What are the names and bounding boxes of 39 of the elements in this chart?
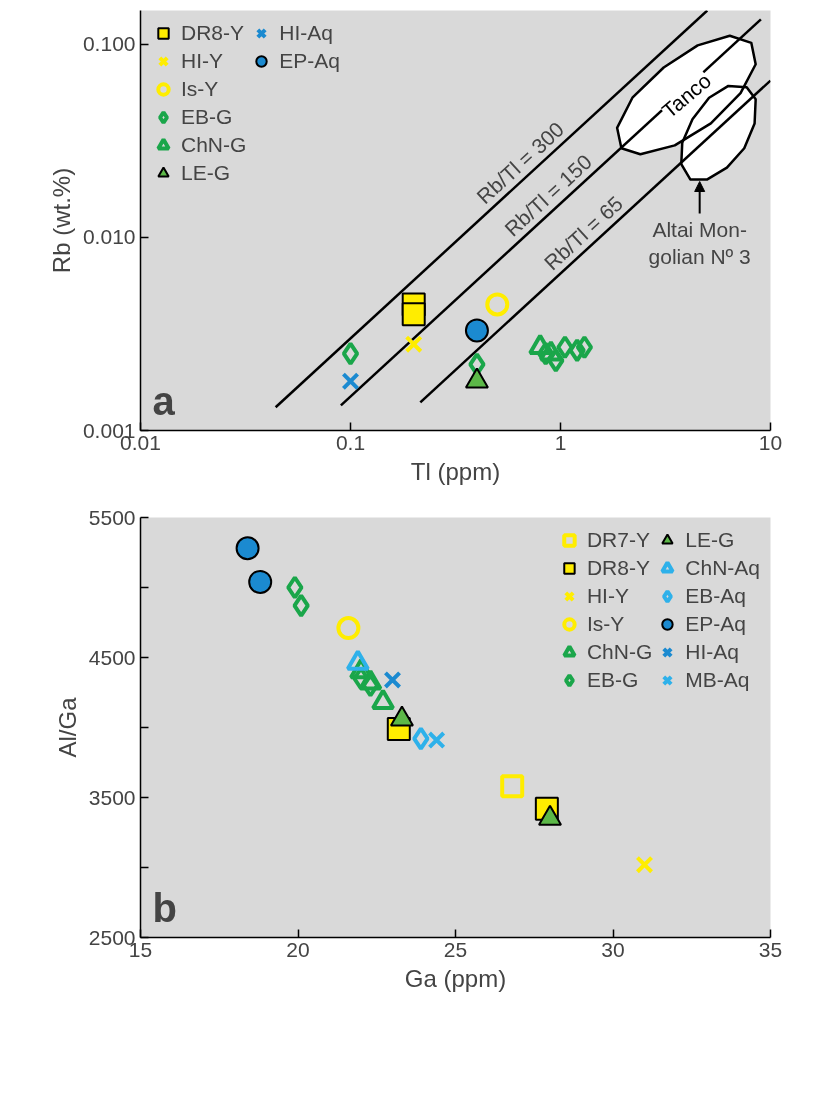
legend-label: MB-Aq xyxy=(685,668,750,692)
y-tick-label: 0.010 xyxy=(82,225,136,249)
annotation: Altai Mon- golian Nº 3 xyxy=(648,217,751,269)
y-tick-label: 3500 xyxy=(88,785,136,809)
legend-label: ChN-G xyxy=(181,133,247,157)
legend-label: HI-Y xyxy=(586,584,629,608)
x-axis-title: Ga (ppm) xyxy=(404,964,507,992)
annotation: a xyxy=(152,378,176,423)
x-tick-label: 20 xyxy=(286,937,310,961)
x-axis-title: Tl (ppm) xyxy=(410,457,501,485)
x-tick-label: 10 xyxy=(758,430,783,454)
legend-label: ChN-G xyxy=(586,640,653,664)
legend-label: LE-G xyxy=(685,528,735,552)
legend-label: HI-Aq xyxy=(279,21,334,45)
x-tick-label: 0.1 xyxy=(335,430,366,454)
legend-label: EB-G xyxy=(586,668,639,692)
legend-label: DR7-Y xyxy=(586,528,650,552)
x-tick-label: 1 xyxy=(554,430,567,454)
y-tick-label: 0.100 xyxy=(82,32,136,56)
x-tick-label: 25 xyxy=(443,937,468,961)
legend-label: Is-Y xyxy=(586,612,625,636)
legend-label: EB-Aq xyxy=(685,584,746,608)
y-axis-title: Rb (wt.%) xyxy=(47,167,75,274)
legend-label: LE-G xyxy=(181,161,231,185)
x-tick-label: 30 xyxy=(601,937,625,961)
legend-label: Is-Y xyxy=(181,77,219,101)
legend-label: EB-G xyxy=(181,105,233,129)
y-tick-label: 4500 xyxy=(88,645,136,669)
legend-label: ChN-Aq xyxy=(685,556,760,580)
legend-label: DR8-Y xyxy=(181,21,245,45)
y-axis-title: Al/Ga xyxy=(53,696,81,758)
legend-label: EP-Aq xyxy=(685,612,746,636)
annotation: b xyxy=(152,885,177,930)
legend-label: DR8-Y xyxy=(586,556,650,580)
legend-label: EP-Aq xyxy=(279,49,341,73)
x-tick-label: 35 xyxy=(758,937,783,961)
legend-label: HI-Aq xyxy=(685,640,739,664)
legend-label: HI-Y xyxy=(181,49,223,73)
y-tick-label: 5500 xyxy=(88,505,136,529)
